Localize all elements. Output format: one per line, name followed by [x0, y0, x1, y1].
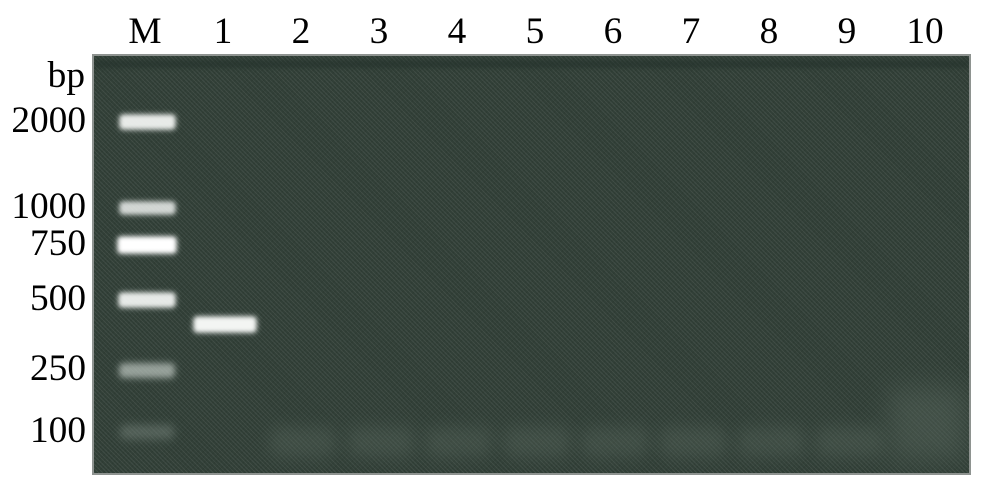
ladder-band-1 [120, 202, 175, 214]
faint-smear-lane3 [350, 429, 412, 455]
faint-smear-lane5 [506, 429, 568, 455]
gel-image [92, 54, 971, 475]
faint-smear-lane2 [272, 429, 334, 455]
lane-label-1: 1 [193, 10, 253, 53]
faint-smear-lane4 [428, 429, 490, 455]
figure-root: bp M1234567891020001000750500250100 [0, 0, 1000, 503]
bp-tick-500: 500 [30, 277, 86, 320]
lane-label-10: 10 [895, 10, 955, 53]
bp-unit-label: bp [30, 54, 85, 97]
faint-smear-lane7 [662, 429, 724, 455]
gel-texture [94, 56, 969, 473]
faint-smear-lane8 [740, 429, 802, 455]
well-shadow [94, 60, 969, 68]
lane-label-4: 4 [427, 10, 487, 53]
ladder-band-2 [118, 237, 176, 253]
lane-label-marker: M [115, 10, 175, 53]
sample-band-lane1-0 [194, 317, 256, 332]
lane-label-9: 9 [817, 10, 877, 53]
faint-smear-lane6 [584, 429, 646, 455]
ladder-band-5 [121, 426, 173, 438]
ladder-band-3 [119, 293, 175, 307]
lane-label-5: 5 [505, 10, 565, 53]
bp-tick-100: 100 [30, 409, 86, 452]
bp-tick-750: 750 [30, 222, 86, 265]
lane-label-8: 8 [739, 10, 799, 53]
bp-tick-2000: 2000 [11, 99, 86, 142]
lane-label-2: 2 [271, 10, 331, 53]
ladder-band-4 [120, 364, 174, 377]
faint-smear-lane9 [818, 429, 880, 455]
smudge-lane10 [892, 391, 962, 457]
lane-label-6: 6 [583, 10, 643, 53]
ladder-band-0 [120, 115, 175, 129]
lane-label-3: 3 [349, 10, 409, 53]
bp-tick-250: 250 [30, 347, 86, 390]
lane-label-7: 7 [661, 10, 721, 53]
